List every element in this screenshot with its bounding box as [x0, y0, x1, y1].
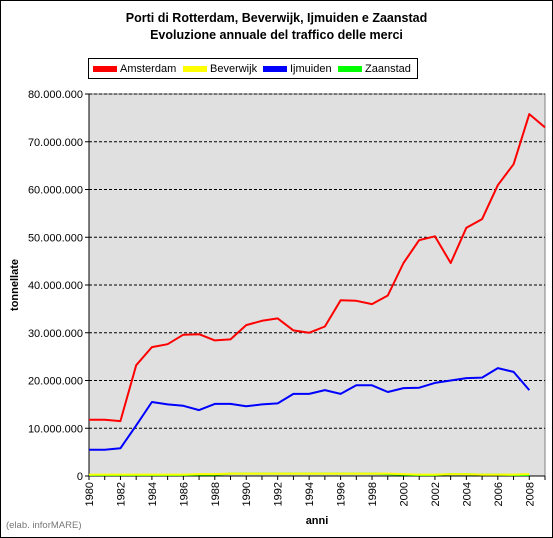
- x-tick-label: 1998: [367, 482, 379, 506]
- legend-label-ijmuiden: Ijmuiden: [290, 62, 332, 75]
- x-tick-label: 1982: [115, 482, 127, 506]
- y-tick-label: 40.000.000: [28, 280, 83, 292]
- x-tick-label: 1990: [241, 482, 253, 506]
- y-tick-label: 50.000.000: [28, 232, 83, 244]
- x-tick-label: 2000: [398, 482, 410, 506]
- x-tick-label: 1988: [210, 482, 222, 506]
- legend-swatch-zaanstad: [338, 65, 362, 72]
- x-tick-label: 1984: [147, 482, 159, 506]
- legend-label-amsterdam: Amsterdam: [120, 62, 177, 75]
- x-tick-label: 1994: [304, 482, 316, 506]
- x-tick-label: 1996: [336, 482, 348, 506]
- y-tick-label: 80.000.000: [28, 89, 83, 101]
- x-tick-label: 1992: [273, 482, 285, 506]
- y-tick-label: 70.000.000: [28, 137, 83, 149]
- x-tick-label: 2008: [524, 482, 536, 506]
- x-tick-label: 1980: [84, 482, 96, 506]
- legend-label-zaanstad: Zaanstad: [365, 62, 411, 75]
- series-line-ijmuiden: [89, 367, 531, 451]
- legend-item-zaanstad: Zaanstad: [338, 59, 411, 78]
- x-tick-label: 2004: [461, 482, 473, 506]
- y-axis-label: tonnellate: [9, 259, 21, 311]
- legend-item-amsterdam: Amsterdam: [93, 59, 176, 78]
- chart-subtitle: Evoluzione annuale del traffico delle me…: [150, 28, 403, 42]
- y-tick-label: 30.000.000: [28, 328, 83, 340]
- chart-legend: Amsterdam Beverwijk Ijmuiden Zaanstad: [88, 58, 418, 79]
- y-tick-label: 10.000.000: [28, 423, 83, 435]
- x-tick-label: 1986: [178, 482, 190, 506]
- y-tick-label: 20.000.000: [28, 376, 83, 388]
- x-tick-label: 2006: [493, 482, 505, 506]
- legend-item-ijmuiden: Ijmuiden: [263, 59, 332, 78]
- legend-item-beverwijk: Beverwijk: [183, 59, 257, 78]
- legend-label-beverwijk: Beverwijk: [210, 62, 258, 75]
- series-line-beverwijk: [89, 472, 530, 476]
- x-tick-label: 2002: [430, 482, 442, 506]
- legend-swatch-ijmuiden: [263, 65, 287, 72]
- series-line-amsterdam: [89, 113, 546, 423]
- x-axis-label: anni: [306, 515, 329, 527]
- legend-swatch-beverwijk: [183, 65, 207, 72]
- y-tick-label: 60.000.000: [28, 185, 83, 197]
- legend-swatch-amsterdam: [93, 65, 117, 72]
- chart-title: Porti di Rotterdam, Beverwijk, Ijmuiden …: [125, 11, 428, 25]
- y-tick-label: 0: [77, 471, 83, 483]
- credit-note: (elab. inforMARE): [6, 520, 82, 531]
